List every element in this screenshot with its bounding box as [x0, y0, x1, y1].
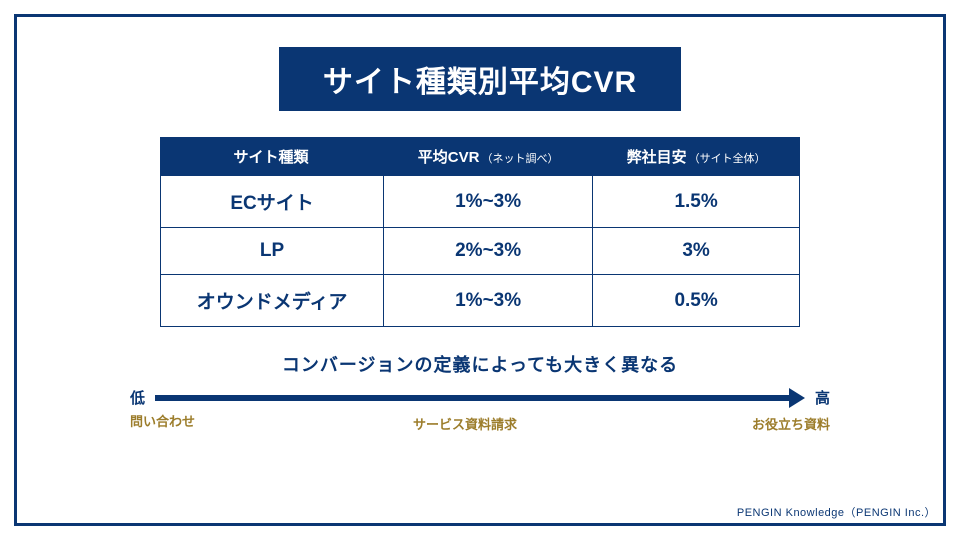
- scale-high-label: 高: [815, 387, 830, 408]
- arrow-right-icon: [155, 391, 805, 405]
- cell-our-target: 0.5%: [593, 275, 800, 327]
- col-header-sub: （サイト全体）: [689, 153, 766, 165]
- slide-frame: サイト種類別平均CVR サイト種類 平均CVR（ネット調べ） 弊社目安（サイト全…: [14, 14, 946, 526]
- scale-label-left: 問い合わせ: [130, 414, 200, 433]
- footer-credit: PENGIN Knowledge（PENGIN Inc.）: [737, 504, 936, 520]
- cell-site-type: オウンドメディア: [161, 275, 384, 327]
- col-header-our-target: 弊社目安（サイト全体）: [593, 138, 800, 176]
- cell-avg-cvr: 1%~3%: [384, 275, 593, 327]
- table-header-row: サイト種類 平均CVR（ネット調べ） 弊社目安（サイト全体）: [161, 138, 800, 176]
- scale-label-center: サービス資料請求: [413, 414, 517, 433]
- col-header-main: サイト種類: [234, 149, 309, 166]
- table-row: ECサイト 1%~3% 1.5%: [161, 176, 800, 228]
- col-header-main: 平均CVR: [418, 149, 480, 166]
- scale-low-label: 低: [130, 387, 145, 408]
- cvr-table: サイト種類 平均CVR（ネット調べ） 弊社目安（サイト全体） ECサイト 1%~…: [160, 137, 800, 327]
- slide-title: サイト種類別平均CVR: [279, 47, 681, 111]
- cell-our-target: 1.5%: [593, 176, 800, 228]
- scale-labels: 問い合わせ サービス資料請求 お役立ち資料: [130, 414, 830, 433]
- cell-avg-cvr: 1%~3%: [384, 176, 593, 228]
- cell-avg-cvr: 2%~3%: [384, 228, 593, 275]
- col-header-site-type: サイト種類: [161, 138, 384, 176]
- cell-our-target: 3%: [593, 228, 800, 275]
- table-row: オウンドメディア 1%~3% 0.5%: [161, 275, 800, 327]
- cell-site-type: LP: [161, 228, 384, 275]
- table-row: LP 2%~3% 3%: [161, 228, 800, 275]
- conversion-scale: 低 高 問い合わせ サービス資料請求 お役立ち資料: [130, 387, 830, 433]
- scale-row: 低 高: [130, 387, 830, 408]
- col-header-avg-cvr: 平均CVR（ネット調べ）: [384, 138, 593, 176]
- col-header-sub: （ネット調べ）: [481, 153, 558, 165]
- scale-label-right: お役立ち資料: [730, 414, 830, 433]
- col-header-main: 弊社目安: [627, 149, 687, 166]
- cell-site-type: ECサイト: [161, 176, 384, 228]
- conversion-caption: コンバージョンの定義によっても大きく異なる: [77, 351, 883, 377]
